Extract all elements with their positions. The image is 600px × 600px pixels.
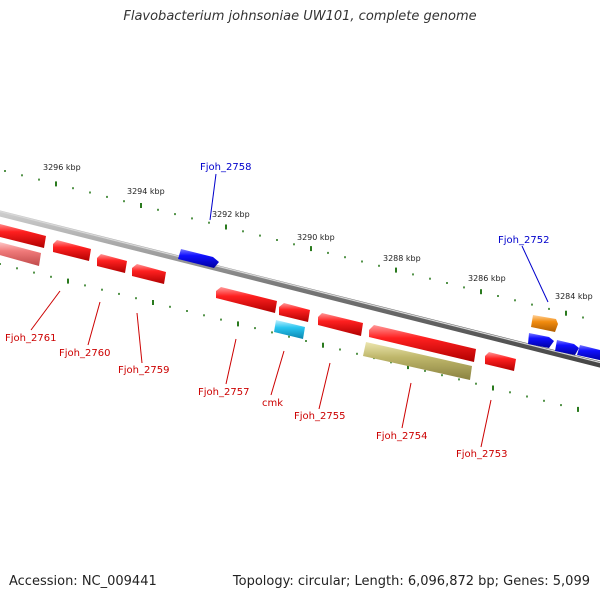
forward-strand-genes: [178, 249, 600, 361]
reverse-strand-genes: [0, 223, 516, 380]
genome-backbone: [0, 210, 600, 368]
gene-reverse-6[interactable]: [279, 303, 310, 322]
gene-forward-2[interactable]: [528, 333, 554, 348]
gene-fjoh-2753[interactable]: [485, 352, 516, 371]
leader-fjoh-2757: [225, 338, 237, 385]
label-fjoh-2757[interactable]: Fjoh_2757: [198, 387, 249, 398]
gene-fjoh-2754-khaki[interactable]: [363, 342, 472, 380]
leader-fjoh-2754: [401, 382, 412, 429]
gene-fjoh-2759-b[interactable]: [132, 264, 166, 284]
scale-label-3292: 3292 kbp: [212, 210, 250, 219]
scale-label-3290: 3290 kbp: [297, 233, 335, 242]
scale-label-3284: 3284 kbp: [555, 292, 593, 301]
label-leaders: [30, 173, 549, 448]
genome-summary-text: Topology: circular; Length: 6,096,872 bp…: [232, 574, 590, 589]
accession-text: Accession: NC_009441: [9, 574, 157, 589]
label-fjoh-2758[interactable]: Fjoh_2758: [200, 162, 251, 173]
genome-title: Flavobacterium johnsoniae UW101, complet…: [123, 9, 477, 24]
scale-label-3296: 3296 kbp: [43, 163, 81, 172]
gene-labels: Fjoh_2758 Fjoh_2752 Fjoh_2761 Fjoh_2760 …: [5, 162, 549, 460]
gene-fjoh-2755[interactable]: [318, 313, 363, 336]
scale-label-3286: 3286 kbp: [468, 274, 506, 283]
gene-fjoh-2761-a[interactable]: [0, 223, 46, 248]
label-fjoh-2755[interactable]: Fjoh_2755: [294, 411, 345, 422]
gene-fjoh-2754-red[interactable]: [369, 325, 476, 362]
lower-scale-ticks: [0, 263, 579, 412]
label-fjoh-2760[interactable]: Fjoh_2760: [59, 348, 110, 359]
upper-scale-ticks: [4, 170, 584, 319]
scale-labels: 3296 kbp 3294 kbp 3292 kbp 3290 kbp 3288…: [43, 163, 593, 301]
leader-fjoh-2761: [30, 290, 61, 331]
leader-fjoh-2755: [318, 362, 331, 410]
leader-fjoh-2753: [480, 399, 492, 448]
gene-fjoh-2758[interactable]: [178, 249, 219, 268]
leader-fjoh-2752: [521, 245, 549, 303]
label-fjoh-2761[interactable]: Fjoh_2761: [5, 333, 56, 344]
leader-cmk: [270, 350, 285, 396]
scale-label-3288: 3288 kbp: [383, 254, 421, 263]
leader-fjoh-2760: [87, 301, 101, 346]
leader-fjoh-2759: [136, 312, 143, 364]
gene-fjoh-2752-orange[interactable]: [531, 315, 558, 332]
gene-cmk[interactable]: [274, 320, 305, 339]
gene-forward-3[interactable]: [555, 340, 579, 355]
gene-fjoh-2757[interactable]: [216, 287, 277, 313]
label-fjoh-2754[interactable]: Fjoh_2754: [376, 431, 427, 442]
label-cmk[interactable]: cmk: [262, 398, 283, 409]
gene-fjoh-2761-b[interactable]: [0, 241, 41, 266]
gene-fjoh-2760[interactable]: [53, 240, 91, 261]
label-fjoh-2753[interactable]: Fjoh_2753: [456, 449, 507, 460]
scale-label-3294: 3294 kbp: [127, 187, 165, 196]
gene-forward-4[interactable]: [577, 345, 600, 361]
label-fjoh-2752[interactable]: Fjoh_2752: [498, 235, 549, 246]
gene-fjoh-2759-a[interactable]: [97, 254, 127, 273]
leader-fjoh-2758: [209, 173, 217, 221]
label-fjoh-2759[interactable]: Fjoh_2759: [118, 365, 169, 376]
